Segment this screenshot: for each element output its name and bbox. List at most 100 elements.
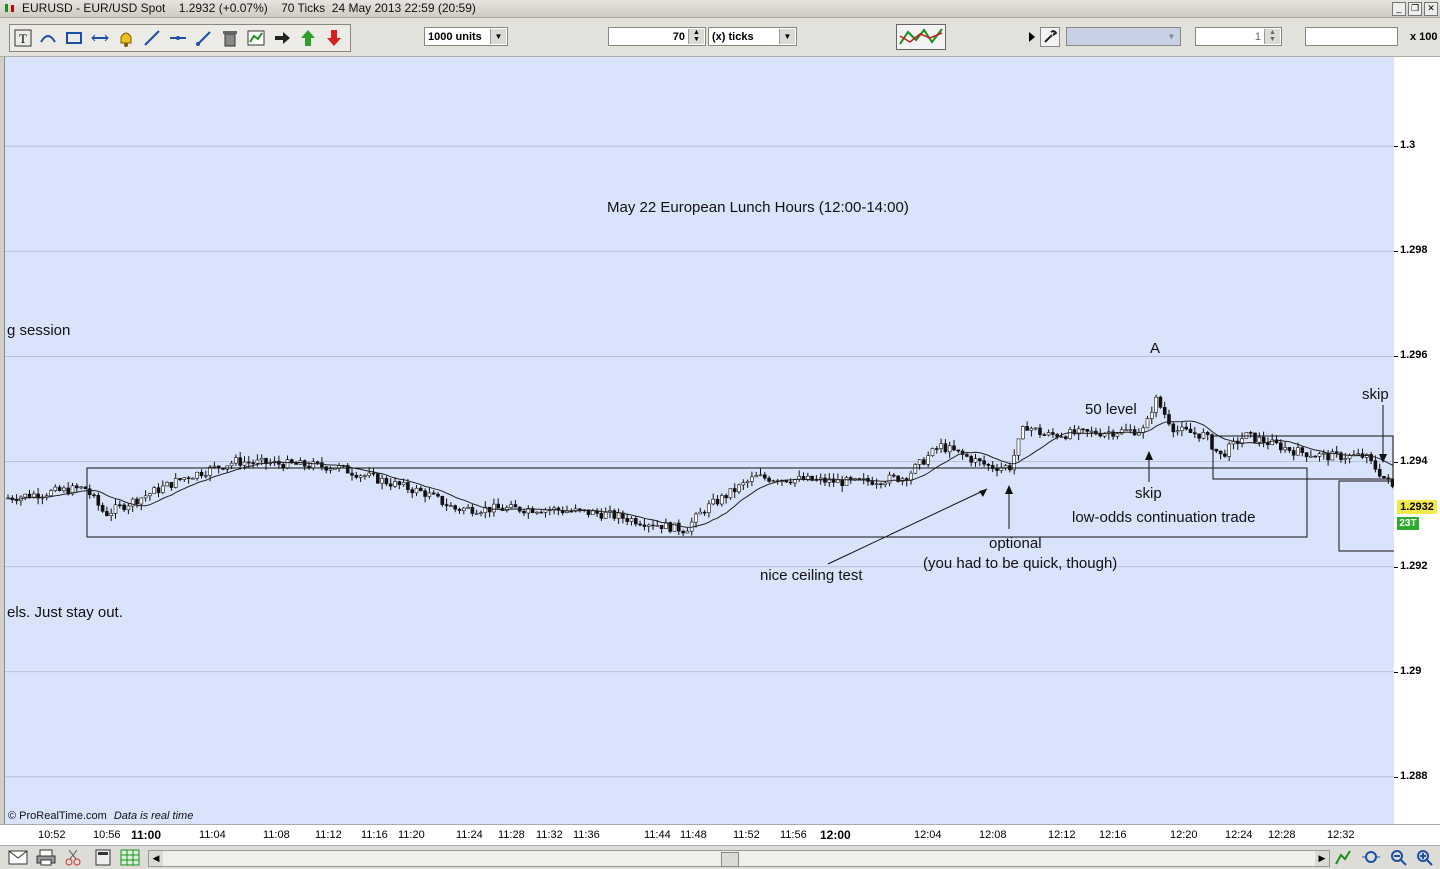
- arrow-right-icon[interactable]: [272, 28, 292, 48]
- price-axis[interactable]: 1.3 1.298 1.296 1.294 1.292 1.29 1.288 1.2932 …: [1394, 57, 1440, 824]
- segment-tool-icon[interactable]: [168, 28, 188, 48]
- candle-body: [913, 464, 918, 474]
- zoom-in-icon[interactable]: [1416, 849, 1434, 866]
- candle-body: [651, 524, 655, 527]
- current-price-tag: 1.2932: [1397, 500, 1437, 514]
- ticks-input[interactable]: 70 ▲ ▼: [608, 27, 706, 46]
- candle-body: [1244, 432, 1249, 439]
- candle-body: [324, 466, 329, 471]
- ray-tool-icon[interactable]: [194, 28, 214, 48]
- price-tick-label: 1.292: [1400, 559, 1428, 572]
- candle-body: [1102, 433, 1107, 437]
- minimize-button[interactable]: _: [1392, 2, 1406, 16]
- chart-type-icon[interactable]: [896, 24, 946, 50]
- candle-body: [255, 459, 260, 464]
- candle-body: [586, 509, 591, 515]
- curve-tool-icon[interactable]: [38, 28, 58, 48]
- time-tick-label: 12:32: [1327, 829, 1355, 841]
- order-price-input[interactable]: [1305, 27, 1398, 46]
- indicator-tool-icon[interactable]: [246, 28, 266, 48]
- zoom-out-icon[interactable]: [1390, 849, 1408, 866]
- candle-body: [788, 481, 793, 484]
- candle-body: [969, 456, 974, 463]
- email-icon[interactable]: [8, 850, 28, 865]
- candle-body: [573, 508, 578, 512]
- candle-body: [1046, 432, 1051, 436]
- candle-body: [1300, 447, 1305, 453]
- chart-plot-area[interactable]: May 22 European Lunch Hours (12:00-14:00…: [4, 57, 1396, 824]
- buy-arrow-up-icon[interactable]: [298, 28, 318, 48]
- candle-body: [539, 511, 544, 514]
- candle-body: [1382, 475, 1386, 479]
- candle-body: [302, 460, 307, 467]
- units-select[interactable]: 1000 units ▼: [424, 27, 508, 46]
- candle-body: [625, 518, 630, 522]
- candle-body: [810, 475, 814, 481]
- candle-body: [1205, 432, 1210, 435]
- candle-body: [410, 489, 415, 494]
- scrollbar-thumb[interactable]: [721, 852, 739, 867]
- candle-body: [100, 504, 105, 512]
- candle-body: [1313, 455, 1317, 458]
- candle-body: [603, 511, 608, 519]
- candle-body: [891, 474, 896, 477]
- time-axis[interactable]: 10:52 10:56 11:00 11:04 11:08 11:12 11:16 11:20…: [0, 824, 1440, 845]
- price-tick-mark: [1394, 566, 1398, 568]
- candle-body: [27, 493, 32, 498]
- scroll-right-icon[interactable]: ▶: [1315, 851, 1329, 866]
- candle-body: [1076, 428, 1081, 435]
- scissors-icon[interactable]: [64, 849, 82, 866]
- candle-body: [406, 482, 410, 490]
- candle-body: [926, 455, 931, 465]
- horizontal-scrollbar[interactable]: ◀ ▶: [148, 850, 1330, 867]
- candle-body: [831, 478, 836, 483]
- candle-body: [479, 512, 483, 514]
- candle-body: [277, 460, 281, 465]
- account-select[interactable]: ▼: [1066, 27, 1181, 46]
- ticks-unit-select[interactable]: (x) ticks ▼: [708, 27, 797, 46]
- time-tick-label: 11:00: [131, 828, 162, 842]
- alert-bell-icon[interactable]: [116, 28, 136, 48]
- trendline-tool-icon[interactable]: [142, 28, 162, 48]
- horizontal-line-tool-icon[interactable]: [90, 28, 110, 48]
- candle-body: [612, 510, 617, 519]
- rectangle-tool-icon[interactable]: [64, 28, 84, 48]
- candle-body: [965, 454, 969, 457]
- candle-body: [139, 497, 144, 505]
- candle-body: [732, 488, 737, 493]
- price-tick-label: 1.3: [1400, 139, 1416, 152]
- candle-body: [1098, 433, 1102, 437]
- time-tick-label: 11:48: [680, 829, 707, 841]
- price-chart[interactable]: [5, 57, 1395, 824]
- candle-body: [1356, 453, 1360, 456]
- collapse-arrow-icon[interactable]: [1028, 31, 1036, 43]
- print-icon[interactable]: [36, 849, 56, 866]
- candle-body: [182, 477, 187, 480]
- candle-body: [952, 445, 956, 451]
- candle-body: [676, 522, 681, 532]
- candle-body: [1197, 433, 1201, 439]
- text-tool-icon[interactable]: T: [13, 28, 33, 48]
- candle-body: [818, 477, 823, 480]
- candle-body: [388, 483, 393, 487]
- close-button[interactable]: ✕: [1424, 2, 1438, 16]
- wrench-icon[interactable]: [1040, 27, 1060, 47]
- time-tick-label: 11:28: [498, 829, 525, 841]
- trash-icon[interactable]: [220, 28, 240, 48]
- chevron-down-icon: ▼: [1164, 29, 1179, 44]
- candle-body: [1291, 450, 1296, 456]
- candle-body: [934, 448, 939, 450]
- scroll-left-icon[interactable]: ◀: [149, 851, 163, 866]
- calculator-icon[interactable]: [94, 849, 112, 866]
- chart-settings-icon[interactable]: [1334, 849, 1352, 866]
- candle-body: [874, 483, 879, 486]
- sell-arrow-down-icon[interactable]: [324, 28, 344, 48]
- spinner-icon: ▲ ▼: [1264, 29, 1280, 44]
- candle-body: [238, 457, 242, 466]
- zoom-fit-icon[interactable]: [1362, 849, 1380, 866]
- quantity-stepper[interactable]: 1 ▲ ▼: [1195, 27, 1282, 46]
- restore-button[interactable]: ❐: [1408, 2, 1422, 16]
- table-icon[interactable]: [120, 849, 140, 866]
- candle-body: [259, 457, 264, 461]
- moving-average-line: [7, 420, 1393, 528]
